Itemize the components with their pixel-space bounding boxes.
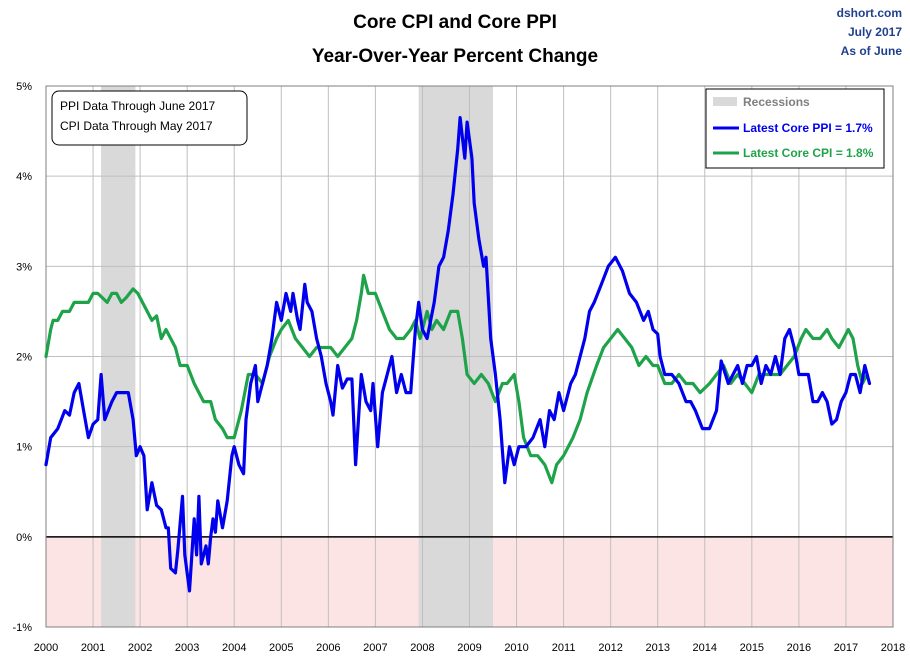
x-tick-label: 2005 xyxy=(269,642,293,654)
y-axis-tick-labels: -1% 0% 1% 2% 3% 4% 5% xyxy=(12,81,32,634)
ppi-series-line xyxy=(44,116,872,593)
legend-label-cpi: Latest Core CPI = 1.8% xyxy=(743,146,874,160)
source-line-3: As of June xyxy=(841,44,903,58)
x-tick-label: 2007 xyxy=(363,642,387,654)
x-tick-label: 2001 xyxy=(81,642,105,654)
legend-swatch-recessions xyxy=(713,97,737,106)
y-tick-label: 1% xyxy=(16,442,32,454)
x-tick-label: 2003 xyxy=(175,642,199,654)
data-note-border xyxy=(51,90,248,146)
x-axis-tick-labels: 2000 2001 2002 2003 2004 2005 2006 2007 2008 2009… xyxy=(34,642,905,654)
x-tick-label: 2012 xyxy=(598,642,622,654)
x-tick-label: 2016 xyxy=(787,642,811,654)
source-line-2: July 2017 xyxy=(848,25,902,39)
legend: Recessions Latest Core PPI = 1.7% Latest… xyxy=(705,88,885,169)
legend-label-recessions: Recessions xyxy=(743,95,810,109)
x-tick-label: 2002 xyxy=(128,642,152,654)
y-tick-label: 5% xyxy=(16,81,32,93)
series-layer xyxy=(44,116,872,593)
chart-title: Core CPI and Core PPI xyxy=(353,12,557,33)
x-tick-label: 2018 xyxy=(881,642,905,654)
x-tick-label: 2013 xyxy=(645,642,669,654)
x-tick-label: 2008 xyxy=(410,642,434,654)
legend-label-ppi: Latest Core PPI = 1.7% xyxy=(743,121,873,135)
x-tick-label: 2015 xyxy=(740,642,764,654)
y-tick-label: -1% xyxy=(12,622,32,634)
y-tick-label: 3% xyxy=(16,261,32,273)
plot-area xyxy=(44,85,894,628)
x-tick-label: 2004 xyxy=(222,642,246,654)
x-tick-label: 2000 xyxy=(34,642,58,654)
x-tick-label: 2017 xyxy=(834,642,858,654)
x-tick-label: 2011 xyxy=(552,642,576,654)
y-tick-label: 2% xyxy=(16,352,32,364)
y-tick-label: 0% xyxy=(16,532,32,544)
x-tick-label: 2006 xyxy=(316,642,340,654)
x-tick-label: 2014 xyxy=(693,642,717,654)
data-note-box: PPI Data Through June 2017 CPI Data Thro… xyxy=(51,90,248,146)
source-line-1: dshort.com xyxy=(837,6,902,20)
chart-subtitle: Year-Over-Year Percent Change xyxy=(312,46,598,67)
data-note-cpi: CPI Data Through May 2017 xyxy=(60,119,213,133)
x-tick-label: 2009 xyxy=(457,642,481,654)
y-tick-label: 4% xyxy=(16,171,32,183)
data-note-ppi: PPI Data Through June 2017 xyxy=(60,99,216,113)
x-tick-label: 2010 xyxy=(504,642,528,654)
